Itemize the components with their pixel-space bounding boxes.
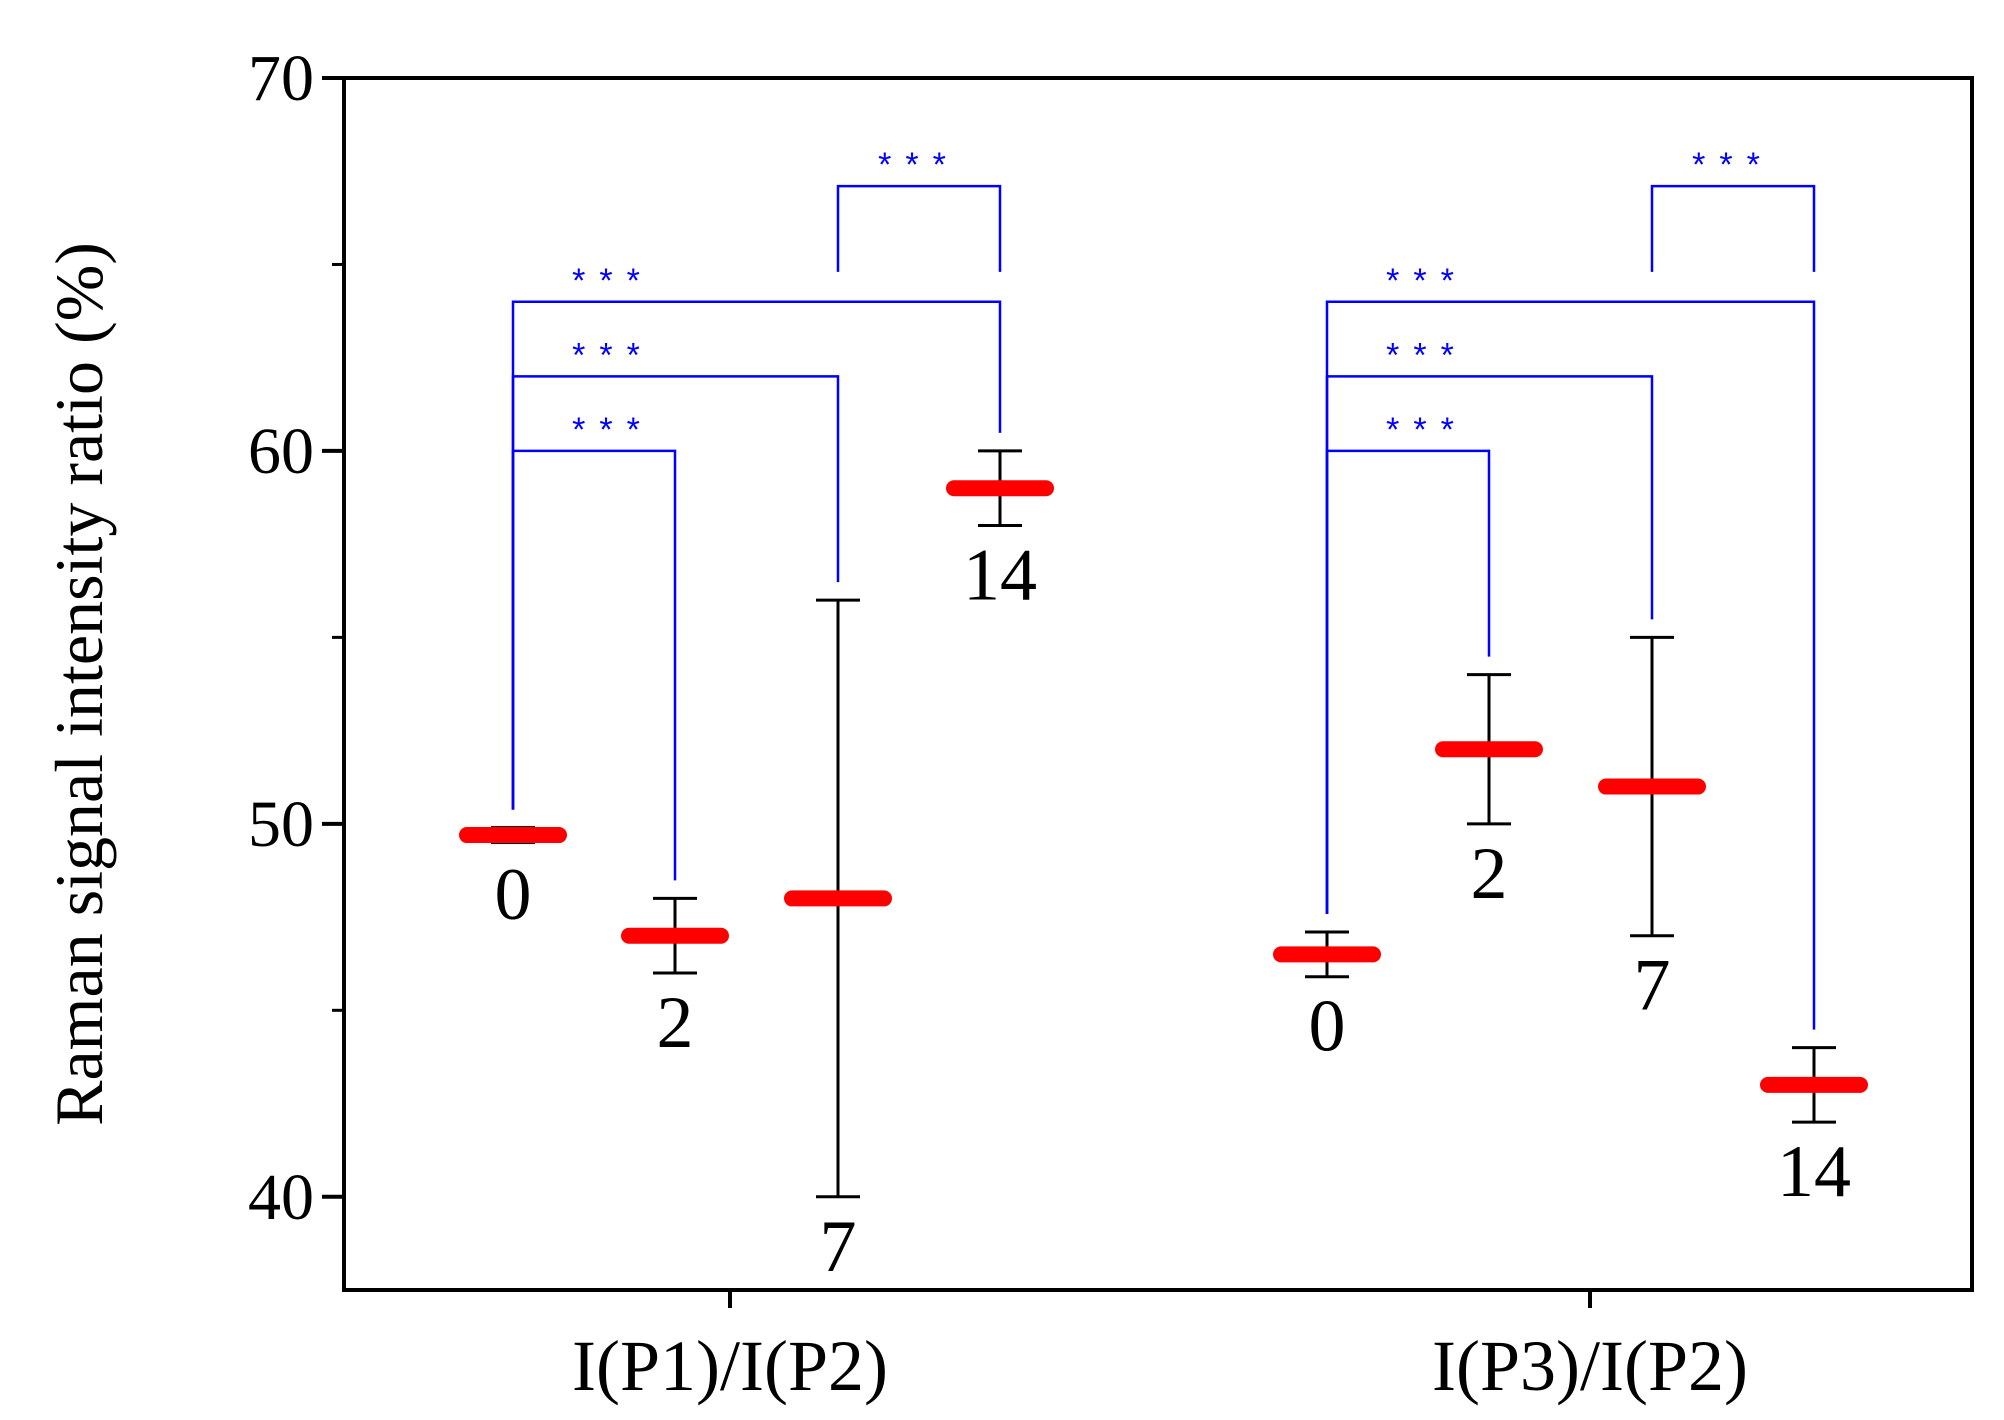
point-label: 14 bbox=[1777, 1131, 1851, 1213]
point-label: 14 bbox=[963, 535, 1037, 617]
significance-bracket bbox=[1325, 449, 1491, 914]
point-label: 0 bbox=[495, 854, 532, 936]
x-group-label: I(P1)/I(P2) bbox=[572, 1326, 888, 1406]
significance-bracket bbox=[511, 300, 1002, 810]
plot-frame bbox=[342, 76, 1974, 1292]
y-axis-title: Raman signal intensity ratio (%) bbox=[41, 242, 117, 1126]
significance-bracket bbox=[836, 184, 1002, 272]
significance-brackets: *** *** *** *** *** *** *** *** bbox=[511, 146, 1816, 1030]
point-label: 2 bbox=[1471, 833, 1508, 915]
y-tick-label: 50 bbox=[248, 788, 314, 861]
significance-label: *** bbox=[1386, 336, 1468, 374]
point-label: 7 bbox=[820, 1206, 857, 1288]
significance-label: *** bbox=[1692, 146, 1774, 184]
point-label: 7 bbox=[1634, 945, 1671, 1027]
y-tick-label: 60 bbox=[248, 415, 314, 488]
y-tick-label: 40 bbox=[248, 1161, 314, 1234]
significance-label: *** bbox=[878, 146, 960, 184]
significance-label: *** bbox=[1386, 262, 1468, 300]
x-group-label: I(P3)/I(P2) bbox=[1432, 1326, 1748, 1406]
significance-bracket bbox=[511, 449, 677, 881]
significance-bracket bbox=[1650, 184, 1816, 272]
y-tick-label: 70 bbox=[248, 42, 314, 115]
significance-bracket bbox=[1325, 300, 1816, 1030]
significance-label: *** bbox=[572, 411, 654, 449]
significance-label: *** bbox=[572, 262, 654, 300]
data-points: 0 2 7 14 0 2 7 14 bbox=[459, 449, 1868, 1288]
significance-label: *** bbox=[1386, 411, 1468, 449]
significance-label: *** bbox=[572, 336, 654, 374]
point-label: 0 bbox=[1309, 986, 1346, 1068]
point-label: 2 bbox=[657, 982, 694, 1064]
